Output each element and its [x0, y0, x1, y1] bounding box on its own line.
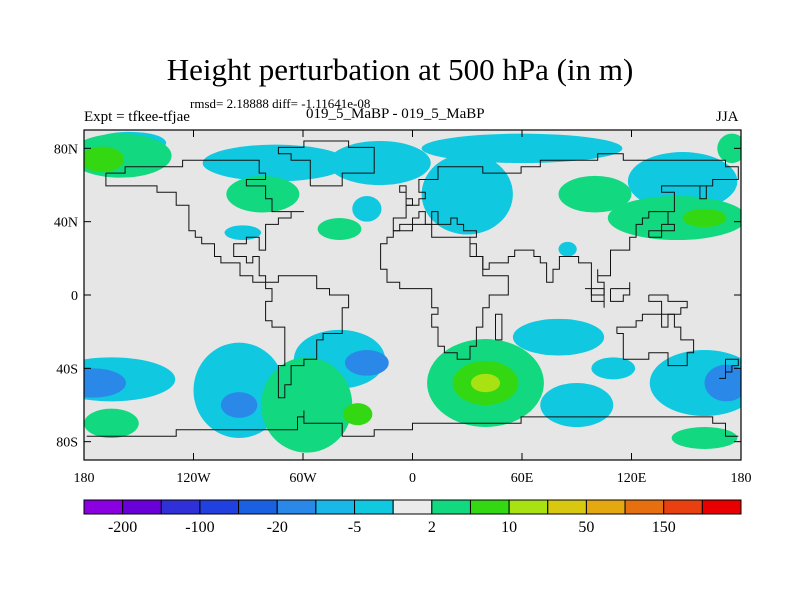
contour-region-blue — [512, 318, 605, 356]
coastline-segment — [648, 294, 688, 315]
contour-region-green — [261, 357, 353, 453]
coastline-segment — [616, 313, 695, 367]
coastline-segment — [610, 282, 631, 302]
colorbar-label: 10 — [501, 519, 517, 536]
colorbar-swatch — [585, 499, 626, 515]
coastline-segment — [399, 185, 413, 206]
colorbar-swatch — [508, 499, 549, 515]
colorbar-label: -5 — [348, 519, 361, 536]
colorbar-swatch — [701, 499, 742, 515]
contour-region-green — [84, 408, 139, 439]
colorbar: -200 -100 -20 -5 2 10 50 150 — [83, 499, 742, 536]
contour-region-blue — [591, 357, 636, 380]
contour-region-blue — [202, 144, 349, 182]
contour-region-blue2 — [344, 350, 389, 376]
x-tick-label: 60W — [289, 471, 317, 486]
colorbar-label: 50 — [578, 519, 594, 536]
colorbar-swatch — [238, 499, 278, 515]
contour-region-green — [671, 427, 738, 449]
contour-region-green — [717, 133, 741, 163]
x-tick-label: 120E — [617, 471, 647, 486]
height-field — [84, 131, 741, 453]
x-tick-label: 60E — [511, 471, 534, 486]
coastline-segment — [277, 140, 375, 187]
contour-region-green2 — [343, 403, 373, 426]
contour-region-blue — [352, 196, 382, 222]
contour-region-blue2 — [84, 368, 126, 398]
colorbar-swatch — [199, 499, 240, 515]
x-tick-label: 180 — [731, 471, 752, 486]
colorbar-swatch — [354, 499, 394, 515]
contour-region-green — [607, 196, 741, 240]
colorbar-swatch — [547, 499, 587, 515]
contour-region-green — [317, 218, 362, 240]
y-tick-label: 80S — [56, 436, 78, 451]
coastline-segment — [86, 410, 739, 437]
contour-region-blue — [421, 153, 513, 235]
contour-region-green — [558, 175, 632, 213]
x-tick-label: 0 — [409, 471, 416, 486]
y-tick-label: 40N — [54, 216, 78, 231]
coastline-segment — [392, 153, 739, 296]
contour-region-green — [226, 175, 300, 213]
contour-region-green3 — [470, 373, 501, 393]
colorbar-label: -200 — [108, 519, 137, 536]
coastline-segment — [380, 223, 509, 360]
colorbar-swatch — [663, 499, 703, 515]
stats-line: rmsd= 2.18888 diff= -1.11641e-08 — [190, 96, 371, 111]
contour-region-green2 — [682, 208, 727, 228]
colorbar-label: 2 — [428, 519, 436, 536]
y-tick-label: 40S — [56, 362, 78, 377]
colorbar-swatch — [276, 499, 317, 515]
colorbar-swatch — [122, 499, 162, 515]
colorbar-swatch — [469, 499, 510, 515]
contour-region-blue — [649, 350, 741, 416]
colorbar-swatch — [624, 499, 665, 515]
contour-region-blue — [627, 152, 738, 211]
colorbar-swatch — [160, 499, 201, 515]
contour-region-blue — [328, 141, 431, 185]
colorbar-swatch — [83, 499, 124, 515]
run-label: 019_5_MaBP - 019_5_MaBP — [306, 106, 485, 122]
x-tick-label: 120W — [176, 471, 211, 486]
contour-region-blue — [224, 225, 262, 241]
y-tick-label: 0 — [71, 289, 78, 304]
colorbar-swatch — [315, 499, 356, 515]
x-tick-label: 180 — [74, 471, 95, 486]
coastline-segment — [719, 358, 739, 379]
contour-region-green2 — [84, 146, 125, 173]
coastline-segment — [265, 275, 350, 399]
coastline-segment — [105, 159, 304, 283]
coastline-segment — [648, 211, 675, 238]
coastlines — [86, 140, 739, 437]
experiment-label: Expt = tfkee-tfjae — [84, 109, 190, 125]
colorbar-swatch — [431, 499, 471, 515]
map-title: Height perturbation at 500 hPa (in m) — [166, 52, 634, 87]
y-tick-label: 80N — [54, 142, 78, 157]
contour-region-blue — [540, 383, 614, 427]
coastline-segment — [585, 288, 605, 308]
coastline-segment — [495, 313, 503, 341]
colorbar-label: -20 — [267, 519, 288, 536]
contour-region-blue — [558, 241, 577, 257]
colorbar-label: 150 — [652, 519, 676, 536]
colorbar-swatch — [392, 499, 433, 515]
season-label: JJA — [716, 109, 739, 125]
map-plot-area — [84, 130, 741, 460]
contour-region-blue2 — [704, 364, 741, 402]
map-axes: 80N 40N 0 40S 80S 180 120W 60W 0 60E 120E 180 — [54, 129, 752, 486]
contour-region-blue2 — [220, 392, 258, 418]
colorbar-label: -100 — [185, 519, 214, 536]
